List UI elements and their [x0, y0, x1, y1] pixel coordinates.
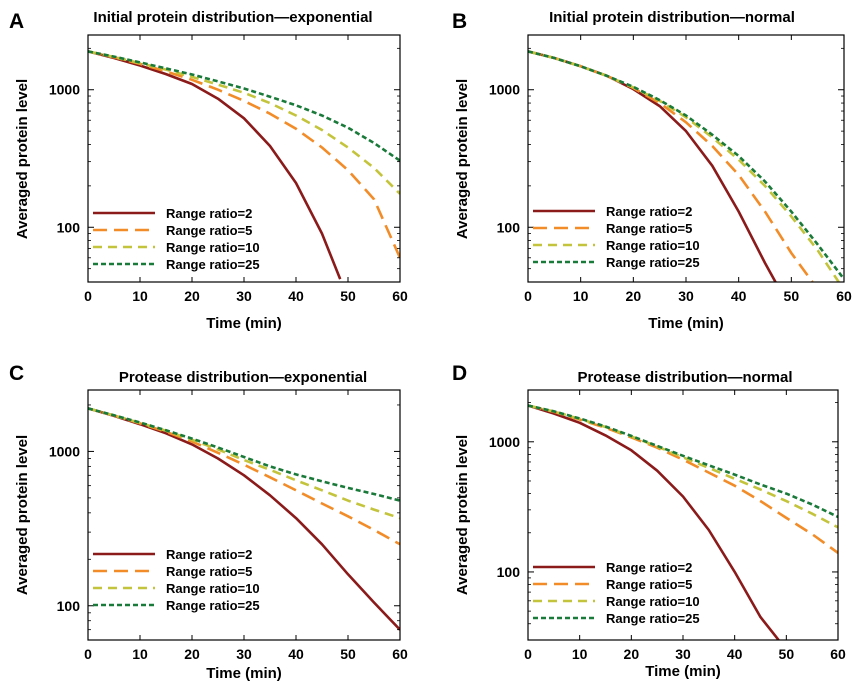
x-tick-label: 10 — [132, 288, 148, 304]
x-tick-label: 60 — [392, 288, 408, 304]
legend-label: Range ratio=25 — [166, 257, 260, 272]
x-axis-label: Time (min) — [206, 665, 282, 682]
legend-label: Range ratio=2 — [166, 206, 252, 221]
x-axis-label: Time (min) — [648, 315, 724, 332]
x-tick-label: 20 — [184, 646, 200, 662]
series-line-3 — [88, 407, 400, 520]
y-tick-label: 1000 — [489, 434, 520, 450]
panel-b: 0 10 20 30 40 50 60 100 1000 B Initial protein dis… — [452, 9, 852, 332]
x-tick-label: 50 — [340, 646, 356, 662]
panel-d: 0 10 20 30 40 50 60 100 1000 D Protease distributi… — [452, 362, 846, 680]
series-line-3 — [88, 50, 400, 195]
x-axis-label: Time (min) — [206, 315, 282, 332]
panel-title: Protease distribution—normal — [577, 369, 792, 386]
legend-label: Range ratio=2 — [166, 547, 252, 562]
legend-label: Range ratio=2 — [606, 560, 692, 575]
series-line-4 — [528, 404, 838, 519]
x-tick-label: 40 — [288, 288, 304, 304]
legend-label: Range ratio=5 — [166, 223, 252, 238]
y-tick-label: 100 — [497, 219, 521, 235]
x-tick-label: 20 — [626, 288, 642, 304]
series-group — [88, 50, 400, 280]
legend-label: Range ratio=5 — [606, 577, 692, 592]
panel-title: Protease distribution—exponential — [119, 369, 367, 386]
series-line-4 — [88, 407, 400, 502]
legend: Range ratio=2 Range ratio=5 Range ratio=10… — [93, 206, 260, 272]
y-tick-label: 1000 — [489, 82, 520, 98]
y-tick-label: 100 — [57, 598, 81, 614]
y-axis-label: Averaged protein level — [14, 435, 31, 595]
series-line-3 — [528, 404, 838, 529]
series-line-4 — [528, 50, 844, 280]
x-tick-label: 50 — [340, 288, 356, 304]
y-axis-label: Averaged protein level — [14, 79, 31, 239]
x-tick-label: 40 — [727, 646, 743, 662]
series-line-3 — [528, 50, 840, 282]
x-tick-label: 10 — [572, 646, 588, 662]
legend: Range ratio=2 Range ratio=5 Range ratio=10… — [533, 204, 700, 270]
x-tick-label: 40 — [288, 646, 304, 662]
series-group — [88, 407, 400, 631]
x-axis-label: Time (min) — [645, 663, 721, 680]
x-tick-label: 30 — [675, 646, 691, 662]
x-tick-label: 10 — [573, 288, 589, 304]
legend-label: Range ratio=5 — [166, 564, 252, 579]
x-tick-label: 10 — [132, 646, 148, 662]
panel-c: 0 10 20 30 40 50 60 100 1000 C Protease distributi… — [9, 362, 408, 682]
legend-label: Range ratio=5 — [606, 221, 692, 236]
x-tick-label: 0 — [84, 288, 92, 304]
series-group — [528, 50, 844, 282]
x-tick-label: 30 — [236, 288, 252, 304]
x-tick-label: 0 — [524, 288, 532, 304]
panel-letter: B — [452, 10, 467, 33]
x-tick-label: 30 — [678, 288, 694, 304]
legend-label: Range ratio=25 — [606, 611, 700, 626]
x-tick-label: 60 — [830, 646, 846, 662]
legend-label: Range ratio=10 — [606, 238, 700, 253]
series-line-1 — [88, 407, 400, 631]
legend-label: Range ratio=2 — [606, 204, 692, 219]
y-axis-label: Averaged protein level — [454, 435, 471, 595]
legend: Range ratio=2 Range ratio=5 Range ratio=10… — [533, 560, 700, 626]
panel-letter: A — [9, 10, 24, 33]
legend-label: Range ratio=10 — [166, 581, 260, 596]
panel-letter: C — [9, 362, 24, 385]
y-tick-label: 100 — [57, 219, 81, 235]
panel-title: Initial protein distribution—exponential — [93, 9, 372, 26]
x-tick-label: 0 — [524, 646, 532, 662]
series-line-1 — [528, 404, 780, 640]
legend-label: Range ratio=10 — [166, 240, 260, 255]
legend-label: Range ratio=25 — [166, 598, 260, 613]
panel-letter: D — [452, 362, 467, 385]
panel-a: 0 10 20 30 40 50 60 100 1000 A Initial protein dis… — [9, 9, 408, 332]
x-tick-label: 20 — [624, 646, 640, 662]
x-tick-label: 60 — [392, 646, 408, 662]
x-tick-label: 50 — [784, 288, 800, 304]
x-tick-label: 0 — [84, 646, 92, 662]
legend-label: Range ratio=25 — [606, 255, 700, 270]
series-line-2 — [88, 407, 400, 546]
series-line-2 — [528, 404, 838, 554]
legend-label: Range ratio=10 — [606, 594, 700, 609]
panel-title: Initial protein distribution—normal — [549, 9, 795, 26]
y-tick-label: 100 — [497, 564, 521, 580]
x-tick-label: 20 — [184, 288, 200, 304]
y-tick-label: 1000 — [49, 443, 80, 459]
y-axis-label: Averaged protein level — [454, 79, 471, 239]
series-group — [528, 404, 838, 640]
x-tick-label: 40 — [731, 288, 747, 304]
x-tick-label: 50 — [779, 646, 795, 662]
x-tick-label: 60 — [836, 288, 852, 304]
legend: Range ratio=2 Range ratio=5 Range ratio=10… — [93, 547, 260, 613]
y-tick-label: 1000 — [49, 82, 80, 98]
x-tick-label: 30 — [236, 646, 252, 662]
series-line-4 — [88, 50, 400, 162]
